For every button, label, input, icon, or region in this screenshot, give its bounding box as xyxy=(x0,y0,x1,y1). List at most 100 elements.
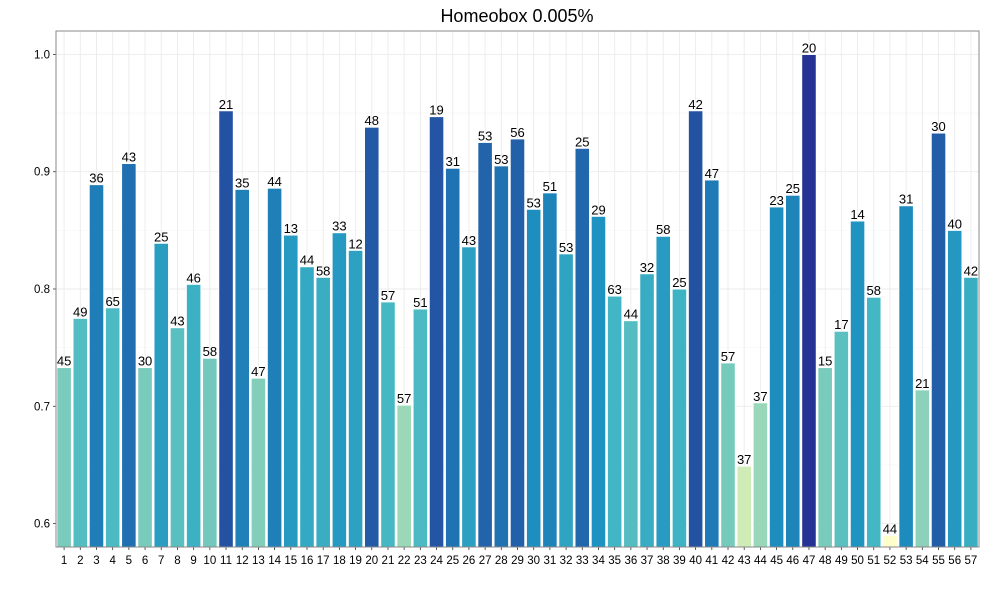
data-label-1: 45 xyxy=(57,354,71,369)
y-tick-label: 0.9 xyxy=(34,167,50,179)
bar-54 xyxy=(914,389,931,548)
x-tick-label-55: 55 xyxy=(932,555,945,567)
bar-38 xyxy=(655,235,672,548)
x-tick-label-42: 42 xyxy=(722,555,735,567)
x-tick-label-54: 54 xyxy=(916,555,929,567)
data-label-56: 40 xyxy=(947,216,961,231)
data-label-40: 42 xyxy=(688,97,702,112)
x-tick-label-35: 35 xyxy=(608,555,621,567)
x-tick-label-37: 37 xyxy=(641,555,654,567)
bar-25 xyxy=(444,167,461,548)
bar-7 xyxy=(153,242,170,548)
bar-53 xyxy=(898,205,914,548)
bar-30 xyxy=(525,208,542,548)
data-label-37: 32 xyxy=(640,260,654,275)
bar-18 xyxy=(331,232,348,548)
data-label-18: 33 xyxy=(332,219,346,234)
bar-34 xyxy=(590,215,607,548)
bar-17 xyxy=(315,276,331,548)
data-label-44: 37 xyxy=(753,389,767,404)
bar-23 xyxy=(412,308,429,548)
bar-56 xyxy=(946,229,963,548)
data-label-43: 37 xyxy=(737,452,751,467)
data-label-31: 51 xyxy=(543,179,557,194)
x-tick-label-22: 22 xyxy=(398,555,411,567)
x-tick-label-26: 26 xyxy=(463,555,476,567)
data-label-33: 25 xyxy=(575,134,589,149)
bar-40 xyxy=(687,110,704,548)
x-tick-label-11: 11 xyxy=(220,555,232,567)
x-tick-label-19: 19 xyxy=(349,555,362,567)
x-tick-label-6: 6 xyxy=(142,555,148,567)
data-label-46: 25 xyxy=(786,181,800,196)
data-label-55: 30 xyxy=(931,119,945,134)
data-label-48: 15 xyxy=(818,354,832,369)
x-tick-label-45: 45 xyxy=(770,555,783,567)
x-tick-label-1: 1 xyxy=(61,555,67,567)
data-label-57: 42 xyxy=(964,263,978,278)
x-tick-label-5: 5 xyxy=(126,555,132,567)
x-tick-label-25: 25 xyxy=(446,555,459,567)
x-tick-label-49: 49 xyxy=(835,555,848,567)
data-label-3: 36 xyxy=(89,171,103,186)
x-tick-label-44: 44 xyxy=(754,555,767,567)
x-tick-label-53: 53 xyxy=(900,555,913,567)
x-tick-label-4: 4 xyxy=(109,555,116,567)
x-tick-label-16: 16 xyxy=(301,555,314,567)
data-label-19: 12 xyxy=(348,236,362,251)
bar-29 xyxy=(509,138,526,548)
bar-42 xyxy=(720,362,736,548)
x-tick-label-20: 20 xyxy=(365,555,378,567)
bar-28 xyxy=(493,165,510,548)
x-tick-label-32: 32 xyxy=(560,555,573,567)
bar-36 xyxy=(623,320,639,548)
x-tick-label-43: 43 xyxy=(738,555,751,567)
data-labels: 4549366543302543465821354744134458331248… xyxy=(57,40,978,536)
data-label-6: 30 xyxy=(138,354,152,369)
bar-4 xyxy=(104,307,121,548)
data-label-53: 31 xyxy=(899,192,913,207)
x-tick-label-52: 52 xyxy=(884,555,897,567)
bar-19 xyxy=(347,249,364,548)
data-label-16: 44 xyxy=(300,253,314,268)
x-tick-label-12: 12 xyxy=(236,555,249,567)
bar-8 xyxy=(169,327,186,548)
bar-44 xyxy=(752,402,769,548)
bar-16 xyxy=(299,266,315,548)
x-tick-label-18: 18 xyxy=(333,555,346,567)
x-tick-label-10: 10 xyxy=(203,555,216,567)
data-label-4: 65 xyxy=(105,294,119,309)
x-tick-label-31: 31 xyxy=(543,555,556,567)
data-label-15: 13 xyxy=(284,221,298,236)
data-label-23: 51 xyxy=(413,295,427,310)
data-label-50: 14 xyxy=(850,207,864,222)
data-label-34: 29 xyxy=(591,202,605,217)
data-label-12: 35 xyxy=(235,175,249,190)
data-label-26: 43 xyxy=(462,233,476,248)
bar-10 xyxy=(202,357,218,548)
bar-52 xyxy=(882,534,898,548)
x-tick-label-57: 57 xyxy=(965,555,978,567)
y-tick-label: 0.8 xyxy=(34,284,50,296)
bar-20 xyxy=(363,126,380,548)
x-tick-label-39: 39 xyxy=(673,555,686,567)
data-label-47: 20 xyxy=(802,40,816,55)
bar-12 xyxy=(234,188,250,548)
bar-31 xyxy=(542,192,558,548)
data-label-7: 25 xyxy=(154,229,168,244)
data-label-36: 44 xyxy=(624,307,638,322)
data-label-32: 53 xyxy=(559,240,573,255)
x-tick-label-24: 24 xyxy=(430,555,443,567)
bar-33 xyxy=(574,147,591,548)
y-tick-label: 0.6 xyxy=(34,519,50,531)
x-tick-label-2: 2 xyxy=(77,555,83,567)
bar-13 xyxy=(250,377,267,548)
data-label-42: 57 xyxy=(721,349,735,364)
bar-41 xyxy=(704,179,720,548)
bar-14 xyxy=(266,187,283,548)
data-label-41: 47 xyxy=(705,166,719,181)
x-tick-label-9: 9 xyxy=(190,555,196,567)
data-label-28: 53 xyxy=(494,152,508,167)
bar-39 xyxy=(671,288,688,548)
